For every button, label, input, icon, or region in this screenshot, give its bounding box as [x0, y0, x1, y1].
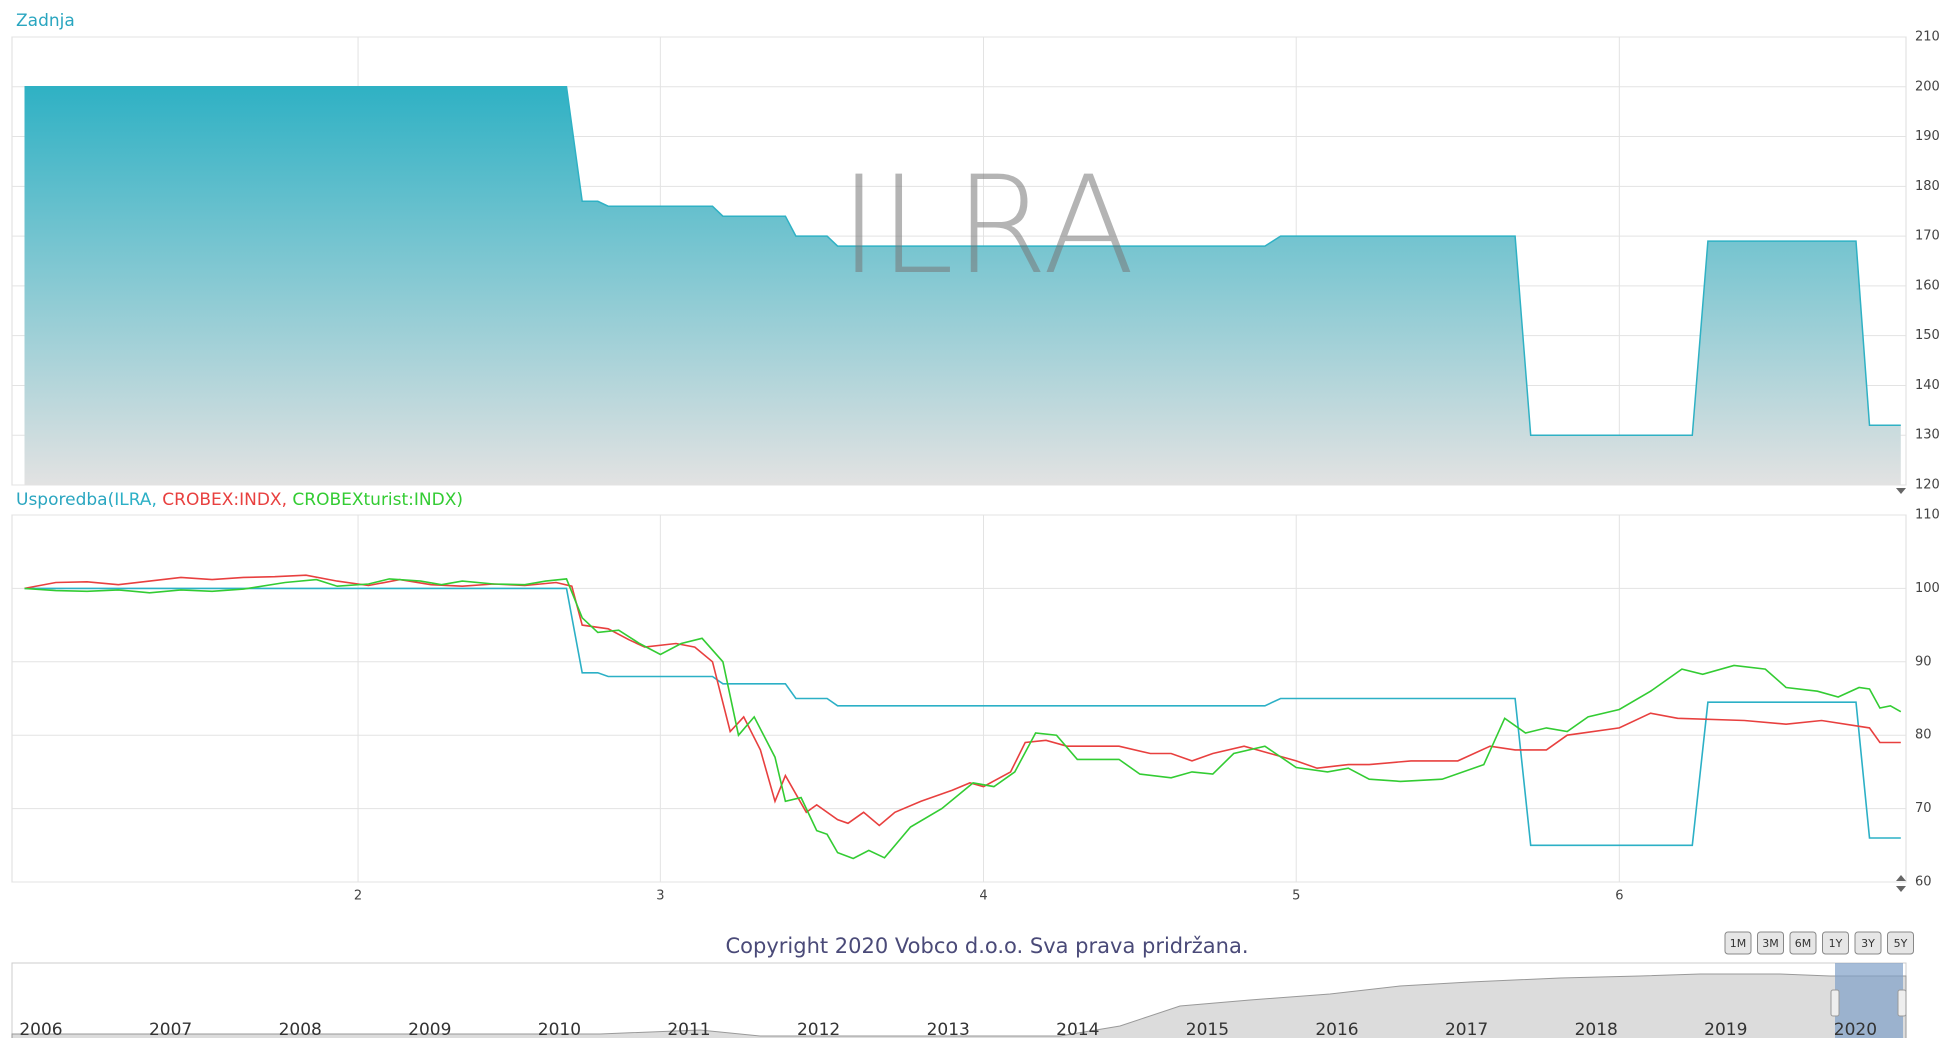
- legend-separator: ,: [282, 490, 293, 510]
- legend-entry: CROBEX:INDX: [162, 490, 282, 510]
- y-tick-label: 150: [1915, 328, 1940, 343]
- navigator-year: 2013: [927, 1020, 970, 1038]
- y-tick-label: 180: [1915, 179, 1940, 194]
- scroll-arrow: [1896, 488, 1906, 494]
- range-button[interactable]: [1822, 931, 1849, 955]
- range-button[interactable]: [1724, 931, 1752, 955]
- legend-entry: CROBEXturist:INDX: [292, 490, 456, 510]
- range-button[interactable]: [1854, 931, 1882, 955]
- x-tick-label: 5: [1292, 889, 1300, 904]
- y-tick-label: 130: [1915, 428, 1940, 443]
- legend: Usporedba(ILRA, CROBEX:INDX, CROBEXturis…: [16, 490, 463, 510]
- navigator-year: 2016: [1315, 1020, 1358, 1038]
- range-button-label[interactable]: 6M: [1795, 937, 1812, 950]
- y-tick-label: 110: [1915, 508, 1940, 523]
- x-tick-label: 2: [354, 889, 362, 904]
- y-tick-label: 90: [1915, 654, 1932, 669]
- y-tick-label: 100: [1915, 581, 1940, 596]
- scroll-arrow: [1896, 886, 1906, 892]
- x-tick-label: 4: [979, 889, 987, 904]
- x-tick-label: 6: [1615, 889, 1623, 904]
- navigator-year: 2007: [149, 1020, 192, 1038]
- y-tick-label: 70: [1915, 801, 1932, 816]
- range-button[interactable]: [1789, 931, 1817, 955]
- navigator-year: 2018: [1575, 1020, 1618, 1038]
- series-line: [24, 574, 1901, 827]
- navigator-year: 2012: [797, 1020, 840, 1038]
- y-tick-label: 80: [1915, 728, 1932, 743]
- range-button[interactable]: [1887, 931, 1914, 955]
- copyright: Copyright 2020 Vobco d.o.o. Sva prava pr…: [726, 934, 1249, 958]
- navigator-year: 2011: [667, 1020, 710, 1038]
- area-line: [24, 86, 1901, 436]
- range-button-label[interactable]: 5Y: [1894, 937, 1908, 950]
- range-button-label[interactable]: 3M: [1762, 937, 1779, 950]
- navigator-handle[interactable]: [1830, 989, 1840, 1017]
- navigator-year: 2019: [1704, 1020, 1747, 1038]
- navigator-year: 2017: [1445, 1020, 1488, 1038]
- plot-layer: [12, 36, 1906, 883]
- y-tick-label: 120: [1915, 478, 1940, 493]
- y-tick-label: 170: [1915, 229, 1940, 244]
- navigator-year: 2010: [538, 1020, 581, 1038]
- y-tick-label: 200: [1915, 79, 1940, 94]
- scroll-arrow: [1896, 875, 1906, 881]
- series-line: [24, 578, 1902, 860]
- watermark: ILRA: [839, 147, 1135, 304]
- series-line: [24, 587, 1901, 847]
- legend-prefix: Usporedba(: [16, 490, 114, 510]
- area-fill: [24, 86, 1901, 486]
- y-tick-label: 190: [1915, 129, 1940, 144]
- navigator-year: 2009: [408, 1020, 451, 1038]
- range-button[interactable]: [1757, 931, 1784, 955]
- range-button-label[interactable]: 3Y: [1861, 937, 1875, 950]
- navigator-selection[interactable]: [1835, 963, 1903, 1038]
- range-button-label[interactable]: 1M: [1730, 937, 1747, 950]
- navigator-year: 2006: [19, 1020, 62, 1038]
- y-tick-label: 160: [1915, 278, 1940, 293]
- y-tick-label: 210: [1915, 30, 1940, 45]
- plot-bottom: [11, 514, 1907, 883]
- navigator-year: 2014: [1056, 1020, 1099, 1038]
- y-tick-label: 60: [1915, 875, 1932, 890]
- legend-entry: ILRA: [114, 490, 152, 510]
- x-tick-label: 3: [656, 889, 664, 904]
- range-button-label[interactable]: 1Y: [1829, 937, 1843, 950]
- navigator-year: 2008: [279, 1020, 322, 1038]
- navigator-year: 2015: [1186, 1020, 1229, 1038]
- panel-title: Zadnja: [16, 11, 75, 31]
- legend-separator: ,: [151, 490, 162, 510]
- y-tick-label: 140: [1915, 378, 1940, 393]
- navigator-handle[interactable]: [1897, 989, 1907, 1017]
- legend-suffix: ): [456, 490, 463, 510]
- navigator: 2006 2007 2008 2009 2010 2011 2012 2013 2014 2015…: [11, 962, 1907, 1038]
- navigator-year: 2020: [1834, 1020, 1877, 1038]
